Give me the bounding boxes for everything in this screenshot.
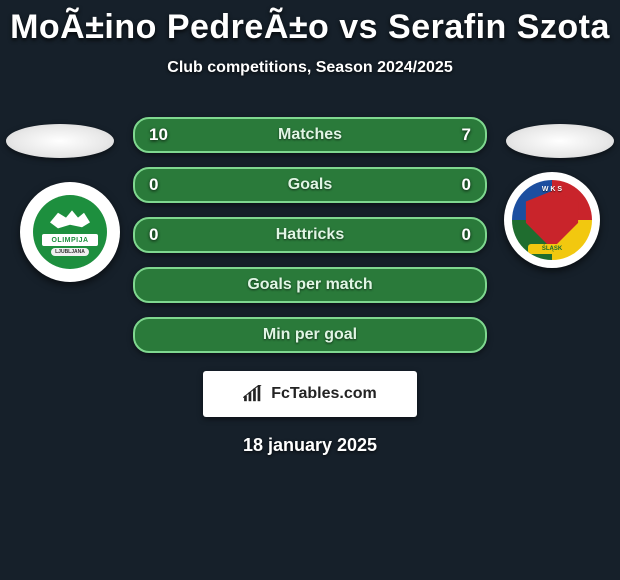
stat-row-gpm: Goals per match (133, 267, 487, 303)
stat-label: Goals (288, 176, 332, 194)
page-title: MoÃ±ino PedreÃ±o vs Serafin Szota (10, 8, 610, 47)
stat-label: Min per goal (263, 326, 357, 344)
stat-label: Matches (278, 126, 342, 144)
bar-chart-icon (243, 385, 265, 403)
stats-rows: 10 Matches 7 0 Goals 0 0 Hattricks 0 Goa… (0, 117, 620, 353)
stat-right-value: 7 (462, 125, 471, 145)
stat-row-goals: 0 Goals 0 (133, 167, 487, 203)
stat-row-hattricks: 0 Hattricks 0 (133, 217, 487, 253)
stat-label: Hattricks (276, 226, 344, 244)
fctables-badge: FcTables.com (203, 371, 417, 417)
stat-label: Goals per match (247, 276, 372, 294)
stat-left-value: 0 (149, 175, 158, 195)
date-label: 18 january 2025 (243, 435, 377, 456)
stat-right-value: 0 (462, 175, 471, 195)
stat-row-mpg: Min per goal (133, 317, 487, 353)
comparison-card: MoÃ±ino PedreÃ±o vs Serafin Szota Club c… (0, 0, 620, 580)
stat-left-value: 0 (149, 225, 158, 245)
stat-left-value: 10 (149, 125, 168, 145)
fctables-label: FcTables.com (271, 385, 377, 403)
subtitle: Club competitions, Season 2024/2025 (167, 59, 452, 77)
stat-right-value: 0 (462, 225, 471, 245)
stat-row-matches: 10 Matches 7 (133, 117, 487, 153)
